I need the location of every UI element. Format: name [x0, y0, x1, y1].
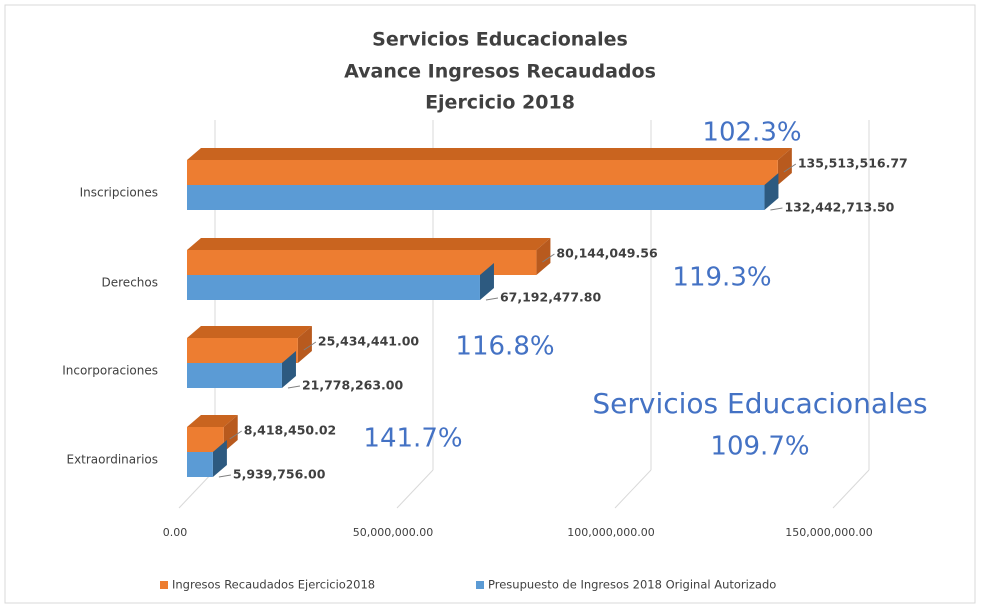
bar-side [281, 351, 296, 388]
annotation: Servicios Educacionales [592, 387, 927, 420]
bar [187, 452, 213, 477]
value-label: 25,434,441.00 [318, 334, 420, 349]
x-tick-label: 50,000,000.00 [353, 526, 433, 539]
x-tick-label: 0.00 [163, 526, 188, 539]
chart-title: Servicios Educacionales [372, 29, 628, 51]
grid-line [396, 469, 434, 509]
value-label: 8,418,450.02 [244, 423, 337, 438]
bar-side [223, 415, 238, 452]
value-label: 67,192,477.80 [500, 290, 602, 305]
value-label: 80,144,049.56 [556, 246, 658, 261]
bar [187, 275, 480, 300]
leader-line [303, 341, 317, 351]
bar [187, 250, 537, 275]
x-tick-label: 100,000,000.00 [567, 526, 654, 539]
value-label: 5,939,756.00 [233, 467, 326, 482]
y-tick-label: Inscripciones [80, 186, 158, 200]
bar [187, 427, 224, 452]
bar [187, 363, 282, 388]
y-tick-label: Derechos [102, 276, 158, 290]
bar-side [777, 148, 792, 185]
chart-title: Ejercicio 2018 [425, 92, 575, 114]
y-tick-label: Incorporaciones [62, 364, 158, 378]
y-tick-label: Extraordinarios [66, 453, 158, 467]
annotation: 119.3% [672, 263, 771, 293]
grid-line [614, 469, 652, 509]
leader-line [783, 163, 797, 173]
value-label: 135,513,516.77 [798, 156, 908, 171]
x-tick-label: 150,000,000.00 [785, 526, 872, 539]
legend-swatch [160, 581, 168, 589]
grid-line [832, 469, 870, 509]
bar-top [187, 238, 551, 250]
leader-line [770, 207, 783, 211]
chart-border [4, 4, 976, 604]
bar-side [212, 440, 227, 477]
bar-top [187, 326, 312, 338]
bar-side [536, 238, 551, 275]
bar [187, 185, 765, 210]
value-label: 21,778,263.00 [302, 378, 404, 393]
leader-line [218, 474, 231, 478]
bar-side [297, 326, 312, 363]
leader-line [229, 430, 242, 440]
annotation: 109.7% [710, 432, 809, 462]
bar-top [187, 415, 238, 427]
leader-line [542, 253, 555, 263]
bar-side [479, 263, 494, 300]
leader-line [287, 385, 301, 389]
bar [187, 338, 298, 363]
bar-side [764, 173, 779, 210]
value-label: 132,442,713.50 [784, 200, 894, 215]
bar-top [187, 148, 792, 160]
bar [187, 160, 778, 185]
annotation: 116.8% [455, 332, 554, 362]
legend-label: Presupuesto de Ingresos 2018 Original Au… [488, 578, 776, 592]
leader-line [485, 297, 499, 301]
chart-title: Avance Ingresos Recaudados [344, 61, 656, 83]
legend-swatch [476, 581, 484, 589]
annotation: 102.3% [702, 118, 801, 148]
annotation: 141.7% [363, 424, 462, 454]
legend-label: Ingresos Recaudados Ejercicio2018 [172, 578, 375, 592]
